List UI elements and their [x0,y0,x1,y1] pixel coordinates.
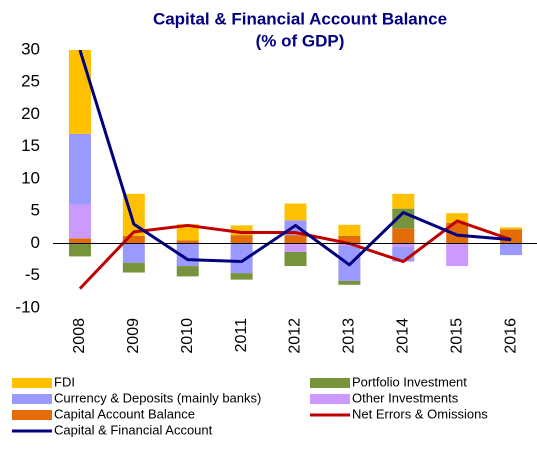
bar [338,235,361,244]
x-tick-label: 2011 [233,318,250,353]
bar [446,243,469,267]
bar [176,266,199,277]
bar [392,243,415,247]
bar [230,243,253,274]
bar [284,251,307,267]
bar [68,238,91,244]
x-tick-label: 2012 [287,318,304,354]
bar [68,133,91,205]
line-series [78,219,512,290]
legend-swatch [12,410,52,420]
y-tick-label: 30 [21,39,40,58]
x-tick-label: 2008 [71,318,88,354]
x-tick-label: 2015 [448,318,465,354]
bar [122,243,145,263]
legend-label: FDI [54,374,75,389]
legend-label: Currency & Deposits (mainly banks) [54,390,261,405]
bar [230,225,253,236]
y-tick-label: 5 [31,201,40,220]
x-tick-label: 2009 [125,318,142,354]
y-tick-label: 0 [31,233,40,252]
bar [68,50,91,134]
x-tick-label: 2013 [341,318,358,354]
x-tick-label: 2010 [179,318,196,354]
legend-label: Net Errors & Omissions [352,406,488,421]
plot-area [68,50,523,290]
bar [446,222,469,244]
legend-swatch [12,394,52,404]
bar [68,243,91,257]
bar [122,235,145,244]
y-tick-label: -10 [15,297,40,316]
line-series [78,50,512,267]
x-tick-label: 2014 [394,318,411,354]
x-tick-label: 2016 [502,318,519,354]
chart-title: (% of GDP) [256,31,345,50]
y-tick-label: 25 [21,72,40,91]
bar [338,280,361,285]
bar [122,262,145,273]
y-tick-label: -5 [25,265,40,284]
y-tick-label: 15 [21,136,40,155]
legend-label: Capital Account Balance [54,406,195,421]
bar [230,273,253,280]
bar [338,224,361,236]
bar [176,240,199,244]
y-tick-label: 10 [21,168,40,187]
legend-swatch [12,378,52,388]
bar [392,193,415,209]
bar [284,243,307,252]
y-tick-label: 20 [21,104,40,123]
bar [284,235,307,244]
legend-label: Other Investments [352,390,459,405]
bar [446,213,469,223]
bar [392,228,415,244]
legend-swatch [310,394,350,404]
legend-swatch [310,378,350,388]
legend-label: Capital & Financial Account [54,422,213,437]
bar [284,203,307,221]
legend-label: Portfolio Investment [352,374,467,389]
bar [68,204,91,239]
bar [500,227,523,230]
chart-title: Capital & Financial Account Balance [153,9,447,28]
bar [500,243,523,256]
bar [230,235,253,244]
bar [176,224,199,241]
